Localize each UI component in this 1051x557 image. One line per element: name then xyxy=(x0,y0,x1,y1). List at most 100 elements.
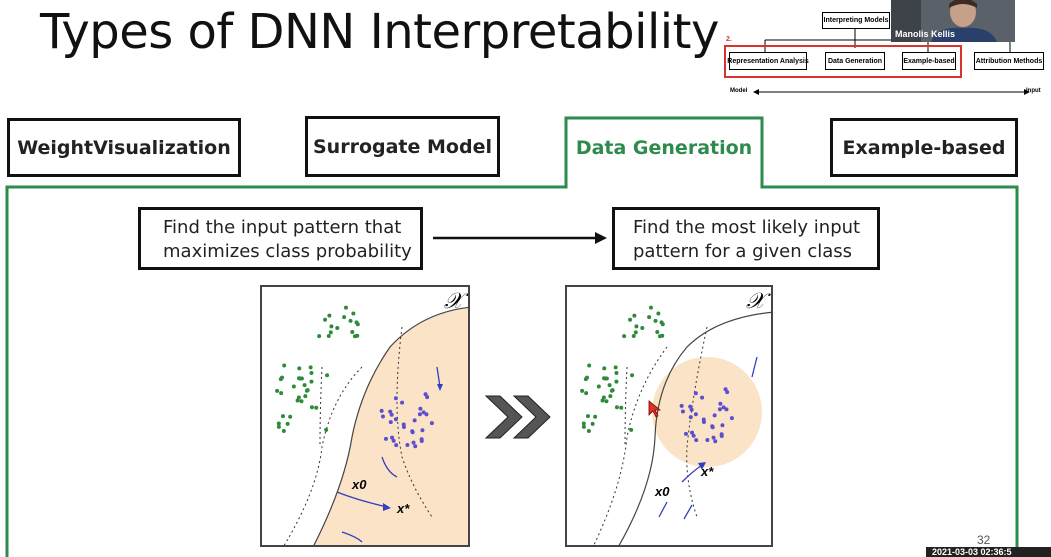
mini-box-representation: Representation Analysis xyxy=(727,52,809,70)
participant-name: Manolis Kellis xyxy=(895,29,956,39)
scatter-dot xyxy=(303,394,308,399)
scatter-dot xyxy=(614,379,619,384)
slide-title: Types of DNN Interpretability xyxy=(40,4,719,60)
scatter-dot xyxy=(309,379,314,384)
scatter-dot xyxy=(679,403,684,408)
scatter-dot xyxy=(614,371,619,376)
objective-box-right: Find the most likely input pattern for a… xyxy=(612,207,880,270)
objective-line-2: pattern for a given class xyxy=(633,241,853,262)
axis-label-model: Model xyxy=(730,88,748,94)
scatter-dot xyxy=(718,401,723,406)
scatter-dot xyxy=(288,414,293,419)
scatter-dot xyxy=(656,311,661,316)
scatter-dot xyxy=(613,365,618,370)
scatter-dot xyxy=(584,391,589,396)
scatter-dot xyxy=(309,405,314,410)
scatter-dot xyxy=(647,315,652,320)
scatter-dot xyxy=(324,427,329,432)
scatter-dot xyxy=(711,435,716,440)
scatter-dot xyxy=(653,318,658,323)
xstar-label: x* xyxy=(397,501,410,516)
scatter-dot xyxy=(297,366,302,371)
scatter-dot xyxy=(660,322,665,327)
scatter-dot xyxy=(634,324,639,329)
x0-label: x0 xyxy=(655,484,670,499)
scatter-dot xyxy=(688,404,693,409)
page-number: 32 xyxy=(977,533,991,547)
tab-data-generation[interactable]: Data Generation xyxy=(566,118,762,177)
objective-line-1: Find the most likely input xyxy=(633,217,861,238)
scatter-dot xyxy=(343,305,348,310)
scatter-dot xyxy=(299,399,304,404)
scatter-dot xyxy=(601,395,606,400)
scatter-dot xyxy=(275,388,280,393)
scatter-dot xyxy=(335,325,340,330)
scatter-dot xyxy=(302,383,307,388)
scatter-dot xyxy=(622,334,627,339)
scatter-dot xyxy=(721,405,726,410)
scatter-dot xyxy=(325,373,330,378)
scatter-dot xyxy=(619,405,624,410)
mini-box-root: Interpreting Models xyxy=(822,12,890,29)
timestamp: 2021-03-03 02:36:5 xyxy=(926,547,1051,557)
scatter-dot xyxy=(425,395,430,400)
scatter-dot xyxy=(417,412,422,417)
scatter-dot xyxy=(648,305,653,310)
scatter-dot xyxy=(328,330,333,335)
scatter-dot xyxy=(383,436,388,441)
tab-label: Example-based xyxy=(842,136,1006,159)
scatter-dot xyxy=(614,405,619,410)
tab-label: WeightVisualization xyxy=(17,136,231,159)
scatter-dot xyxy=(586,428,591,433)
scatter-dot xyxy=(628,317,633,322)
tab-example-based[interactable]: Example-based xyxy=(830,118,1018,177)
scatter-dot xyxy=(693,391,698,396)
scatter-dot xyxy=(690,430,695,435)
scatter-dot xyxy=(327,313,332,318)
scatter-dot xyxy=(710,425,715,430)
scatter-dot xyxy=(291,384,296,389)
scatter-dot xyxy=(379,408,384,413)
scatter-dot xyxy=(610,388,615,393)
tab-weight-visualization[interactable]: WeightVisualization xyxy=(7,118,241,177)
tab-label: Surrogate Model xyxy=(313,135,492,158)
scatter-dot xyxy=(285,421,290,426)
figure-panel-left: 𝒳 x0 x* xyxy=(260,285,470,547)
scatter-dot xyxy=(342,315,347,320)
scatter-dot xyxy=(421,410,426,415)
tab-surrogate-model[interactable]: Surrogate Model xyxy=(305,116,500,177)
scatter-dot xyxy=(281,428,286,433)
scatter-dot xyxy=(713,439,718,444)
scatter-dot xyxy=(390,435,395,440)
scatter-dot xyxy=(596,384,601,389)
scatter-dot xyxy=(412,418,417,423)
space-label: 𝒳 xyxy=(746,289,765,314)
scatter-dot xyxy=(705,438,710,443)
scatter-dot xyxy=(580,388,585,393)
scatter-dot xyxy=(401,422,406,427)
scatter-dot xyxy=(693,412,698,417)
scatter-dot xyxy=(600,398,605,403)
scatter-dot xyxy=(694,438,699,443)
scatter-dot xyxy=(393,417,398,422)
scatter-dot xyxy=(680,409,685,414)
scatter-dot xyxy=(585,414,590,419)
scatter-dot xyxy=(420,428,425,433)
scatter-dot xyxy=(314,405,319,410)
mini-box-data-generation: Data Generation xyxy=(825,52,885,70)
scatter-dot xyxy=(298,376,303,381)
scatter-dot xyxy=(602,366,607,371)
objective-line-2: maximizes class probability xyxy=(163,241,412,262)
scatter-dot xyxy=(688,415,693,420)
video-thumbnail[interactable]: Manolis Kellis xyxy=(891,0,1015,42)
tab-label: Data Generation xyxy=(575,136,753,159)
scatter-dot xyxy=(323,317,328,322)
scatter-dot xyxy=(604,399,609,404)
scatter-dot xyxy=(689,407,694,412)
scatter-dot xyxy=(317,334,322,339)
scatter-dot xyxy=(405,443,410,448)
scatter-dot xyxy=(388,420,393,425)
scatter-dot xyxy=(701,417,706,422)
scatter-dot xyxy=(729,416,734,421)
